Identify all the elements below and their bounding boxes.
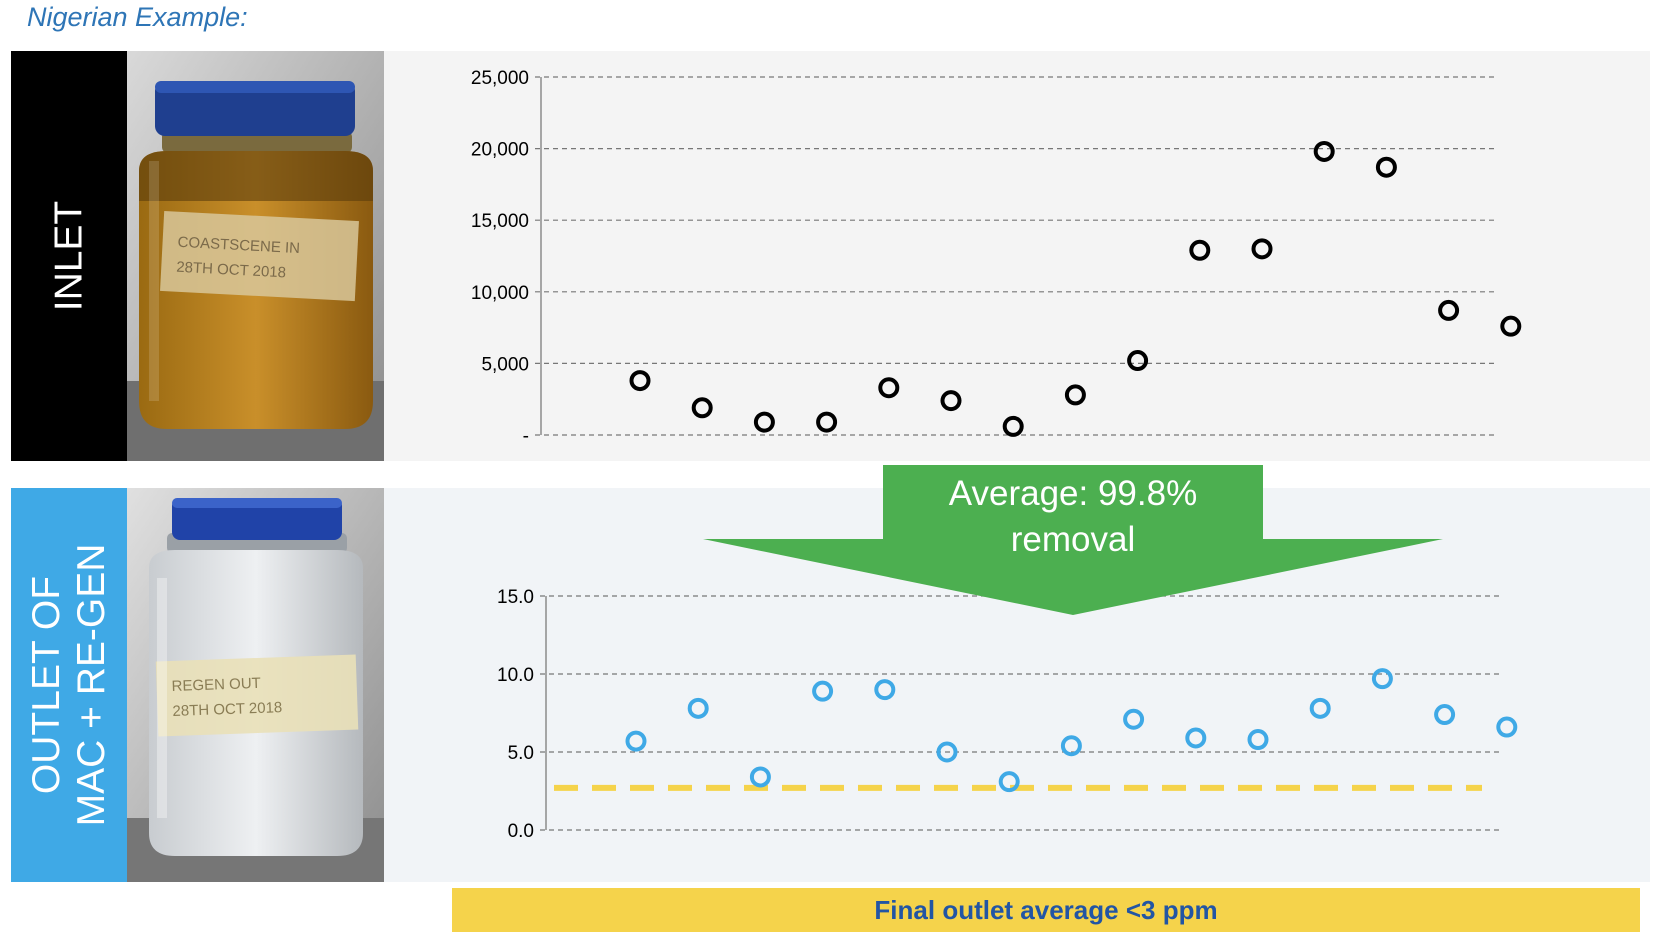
callout-arrow-shape [703, 465, 1443, 615]
y-tick-label: 5.0 [508, 743, 534, 764]
inlet-jar-image: COASTSCENE IN 28TH OCT 2018 [127, 51, 384, 461]
y-tick-label: 15,000 [471, 211, 529, 232]
data-point [1313, 140, 1335, 162]
outlet-label-line2: MAC + RE-GEN [70, 543, 113, 827]
data-point [1309, 697, 1331, 719]
data-point [625, 730, 647, 752]
callout-text-line1: Average: 99.8% [949, 474, 1197, 513]
data-point [1434, 704, 1456, 726]
inlet-jar-label-line2: 28TH OCT 2018 [176, 259, 287, 282]
data-point [1064, 384, 1086, 406]
data-point [691, 397, 713, 419]
outlet-jar-label-line1: REGEN OUT [171, 675, 261, 695]
removal-callout-arrow: Average: 99.8% removal [703, 465, 1443, 615]
data-point [1123, 708, 1145, 730]
y-tick-label: 15.0 [497, 587, 534, 608]
inlet-label-text: INLET [47, 200, 91, 312]
outlet-label: OUTLET OF MAC + RE-GEN [11, 488, 127, 882]
data-point [1500, 315, 1522, 337]
data-point [874, 679, 896, 701]
data-point [1185, 727, 1207, 749]
outlet-label-text: OUTLET OF MAC + RE-GEN [24, 544, 114, 827]
outlet-jar-image: REGEN OUT 28TH OCT 2018 [127, 488, 384, 882]
footer-banner: Final outlet average <3 ppm [452, 888, 1640, 932]
data-point [1060, 735, 1082, 757]
data-point [629, 370, 651, 392]
y-tick-label: 20,000 [471, 140, 529, 161]
outlet-label-line1: OUTLET OF [25, 575, 68, 795]
inlet-chart: - 5,000 10,000 15,000 20,000 25,000 [471, 68, 1522, 447]
data-point [1375, 156, 1397, 178]
y-tick-label: 10.0 [497, 665, 534, 686]
outlet-jar-label-line2: 28TH OCT 2018 [172, 699, 282, 720]
inlet-label: INLET [11, 51, 127, 461]
data-point [1438, 299, 1460, 321]
inlet-jar-label-line1: COASTSCENE IN [177, 234, 300, 257]
data-point [998, 771, 1020, 793]
inlet-chart-panel: - 5,000 10,000 15,000 20,000 25,000 [384, 51, 1650, 461]
data-point [1247, 729, 1269, 751]
y-tick-label: - [523, 426, 529, 447]
data-point [936, 741, 958, 763]
y-tick-label: 0.0 [508, 821, 534, 842]
data-point [812, 680, 834, 702]
data-point [1002, 415, 1024, 437]
data-point [1251, 238, 1273, 260]
inlet-jar-photo: COASTSCENE IN 28TH OCT 2018 [127, 51, 384, 461]
y-tick-label: 5,000 [481, 354, 529, 375]
data-point [940, 390, 962, 412]
outlet-jar-photo: REGEN OUT 28TH OCT 2018 [127, 488, 384, 882]
data-point [816, 411, 838, 433]
callout-text-line2: removal [1011, 520, 1135, 559]
data-point [1371, 668, 1393, 690]
footer-text: Final outlet average <3 ppm [874, 894, 1218, 925]
data-point [1496, 716, 1518, 738]
data-point [1127, 350, 1149, 372]
y-tick-label: 10,000 [471, 283, 529, 304]
data-point [1189, 239, 1211, 261]
page-title: Nigerian Example: [27, 2, 248, 32]
data-point [687, 697, 709, 719]
data-point [749, 766, 771, 788]
y-tick-label: 25,000 [471, 68, 529, 89]
data-point [878, 377, 900, 399]
data-point [753, 411, 775, 433]
